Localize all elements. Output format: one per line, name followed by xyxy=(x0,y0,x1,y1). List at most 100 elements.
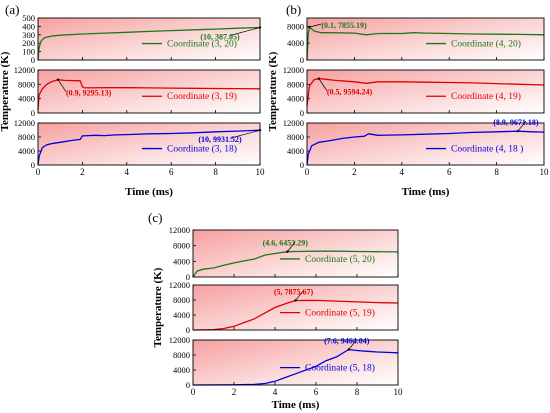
x-tick-label: 6 xyxy=(314,387,319,397)
annotation-label: (5, 7875.67) xyxy=(274,287,314,296)
y-tick-label: 4000 xyxy=(173,256,190,266)
annotation-arrow xyxy=(229,27,261,36)
series-line xyxy=(306,77,545,106)
annotation-arrow xyxy=(318,78,328,91)
legend-label: Coordinate (4, 19) xyxy=(451,91,521,102)
y-axis-label: Temperature (K) xyxy=(267,51,279,131)
annotation-point xyxy=(317,77,321,80)
x-tick-label: 0 xyxy=(305,167,310,177)
annotation-point xyxy=(294,299,297,302)
annotation-label: (7.6, 9464.04) xyxy=(324,337,370,346)
plot-background xyxy=(38,18,260,60)
y-tick-label: 100 xyxy=(22,47,35,57)
series-line xyxy=(306,25,545,61)
y-tick-label: 12000 xyxy=(169,335,190,345)
annotation-label: (10, 387.05) xyxy=(200,32,240,41)
plot-background xyxy=(307,123,544,165)
plot-frame xyxy=(37,122,261,166)
x-axis-label: Time (ms) xyxy=(125,186,173,198)
plot-background xyxy=(38,70,260,113)
annotation-arrow xyxy=(348,339,358,350)
series-line xyxy=(192,348,399,386)
annotation-arrow xyxy=(295,290,304,301)
subplot-1: 0 4000 8000 12000 (5, 7875.67) Coordinate (5,… xyxy=(169,280,399,335)
y-tick-label: 0 xyxy=(31,160,35,170)
y-tick-label: 0 xyxy=(31,108,35,118)
x-tick-label: 2 xyxy=(232,387,237,397)
y-tick-label: 4000 xyxy=(18,94,35,104)
x-axis-label: Time (ms) xyxy=(272,399,320,411)
annotation-label: (0.1, 7855.19) xyxy=(321,21,367,30)
annotation-arrow xyxy=(287,241,296,252)
y-tick-label: 500 xyxy=(22,13,35,23)
y-tick-label: 0 xyxy=(186,380,190,390)
x-tick-label: 4 xyxy=(125,167,130,177)
plot-frame xyxy=(306,69,545,114)
plot-frame xyxy=(192,284,399,331)
plot-frame xyxy=(306,122,545,166)
annotation-point xyxy=(258,26,262,29)
y-tick-label: 200 xyxy=(22,38,35,48)
y-tick-label: 12000 xyxy=(169,280,190,290)
panel-label: (b) xyxy=(286,2,301,17)
y-tick-label: 0 xyxy=(31,55,35,65)
y-tick-label: 0 xyxy=(300,160,304,170)
annotation-point xyxy=(347,348,350,351)
annotation-label: (4.6, 6453.29) xyxy=(263,239,309,248)
y-tick-label: 8000 xyxy=(18,79,35,89)
y-tick-label: 8000 xyxy=(287,132,304,142)
x-tick-label: 0 xyxy=(36,167,41,177)
series-line xyxy=(37,129,261,166)
y-tick-label: 4000 xyxy=(287,38,304,48)
annotation-label: (0.5, 9594.24) xyxy=(327,88,373,97)
annotation-arrow xyxy=(229,129,261,139)
y-axis-label: Temperature (K) xyxy=(152,267,164,347)
panel-label: (a) xyxy=(5,2,19,17)
plot-frame xyxy=(37,17,261,61)
y-tick-label: 12000 xyxy=(14,65,35,75)
y-tick-label: 8000 xyxy=(173,350,190,360)
y-tick-label: 8000 xyxy=(287,21,304,31)
plot-frame xyxy=(192,339,399,386)
annotation-label: (8.9, 9671.18) xyxy=(493,118,539,127)
annotation-point xyxy=(308,25,311,29)
annotation-point xyxy=(286,250,289,253)
x-tick-label: 2 xyxy=(352,167,357,177)
legend-label: Coordinate (5, 19) xyxy=(305,308,375,319)
series-line xyxy=(306,130,545,166)
plot-frame xyxy=(306,17,545,61)
y-tick-label: 4000 xyxy=(287,146,304,156)
subplot-2: 0 4000 8000 12000 0 2 4 6 8 10 (10, 9931.52)Coordi… xyxy=(14,118,265,177)
legend-label: Coordinate (3, 20) xyxy=(167,39,237,50)
legend-label: Coordinate (4, 20) xyxy=(451,39,521,50)
annotation-label: (0.9, 9295.13) xyxy=(66,89,112,98)
series-line xyxy=(192,299,399,331)
plot-background xyxy=(307,70,544,113)
chart-panel-2: (c) Temperature (K) Time (ms) 0 4000 8000 1200… xyxy=(148,210,403,411)
plot-background xyxy=(193,230,398,277)
plot-background xyxy=(193,285,398,330)
subplot-0: 0 4000 8000 (0.1, 7855.19) Coordinate (4, 20… xyxy=(287,17,545,65)
legend-label: Coordinate (3, 19) xyxy=(167,91,237,102)
series-line xyxy=(192,250,399,278)
x-tick-label: 2 xyxy=(80,167,85,177)
y-tick-label: 8000 xyxy=(173,241,190,251)
x-tick-label: 10 xyxy=(394,387,404,397)
subplot-1: 0 4000 8000 12000 (0.5, 9594.24) Coordinate (… xyxy=(283,65,545,118)
y-tick-label: 400 xyxy=(22,21,35,31)
y-tick-label: 4000 xyxy=(18,146,35,156)
subplot-1: 0 4000 8000 12000 (0.9, 9295.13) Coordinate (… xyxy=(14,65,261,118)
subplot-2: 0 4000 8000 12000 0 2 4 6 8 10 (7.6, 9464.04) Coord… xyxy=(169,335,403,397)
x-tick-label: 8 xyxy=(213,167,218,177)
annotation-point xyxy=(56,78,60,81)
y-tick-label: 8000 xyxy=(173,295,190,305)
y-tick-label: 12000 xyxy=(169,225,190,235)
x-tick-label: 4 xyxy=(273,387,278,397)
x-tick-label: 8 xyxy=(355,387,360,397)
panel-label: (c) xyxy=(148,210,162,225)
series-line xyxy=(37,79,261,110)
subplot-2: 0 4000 8000 12000 0 2 4 6 8 10 (8.9, 9671.18) Coord… xyxy=(283,118,549,177)
y-tick-label: 8000 xyxy=(287,79,304,89)
